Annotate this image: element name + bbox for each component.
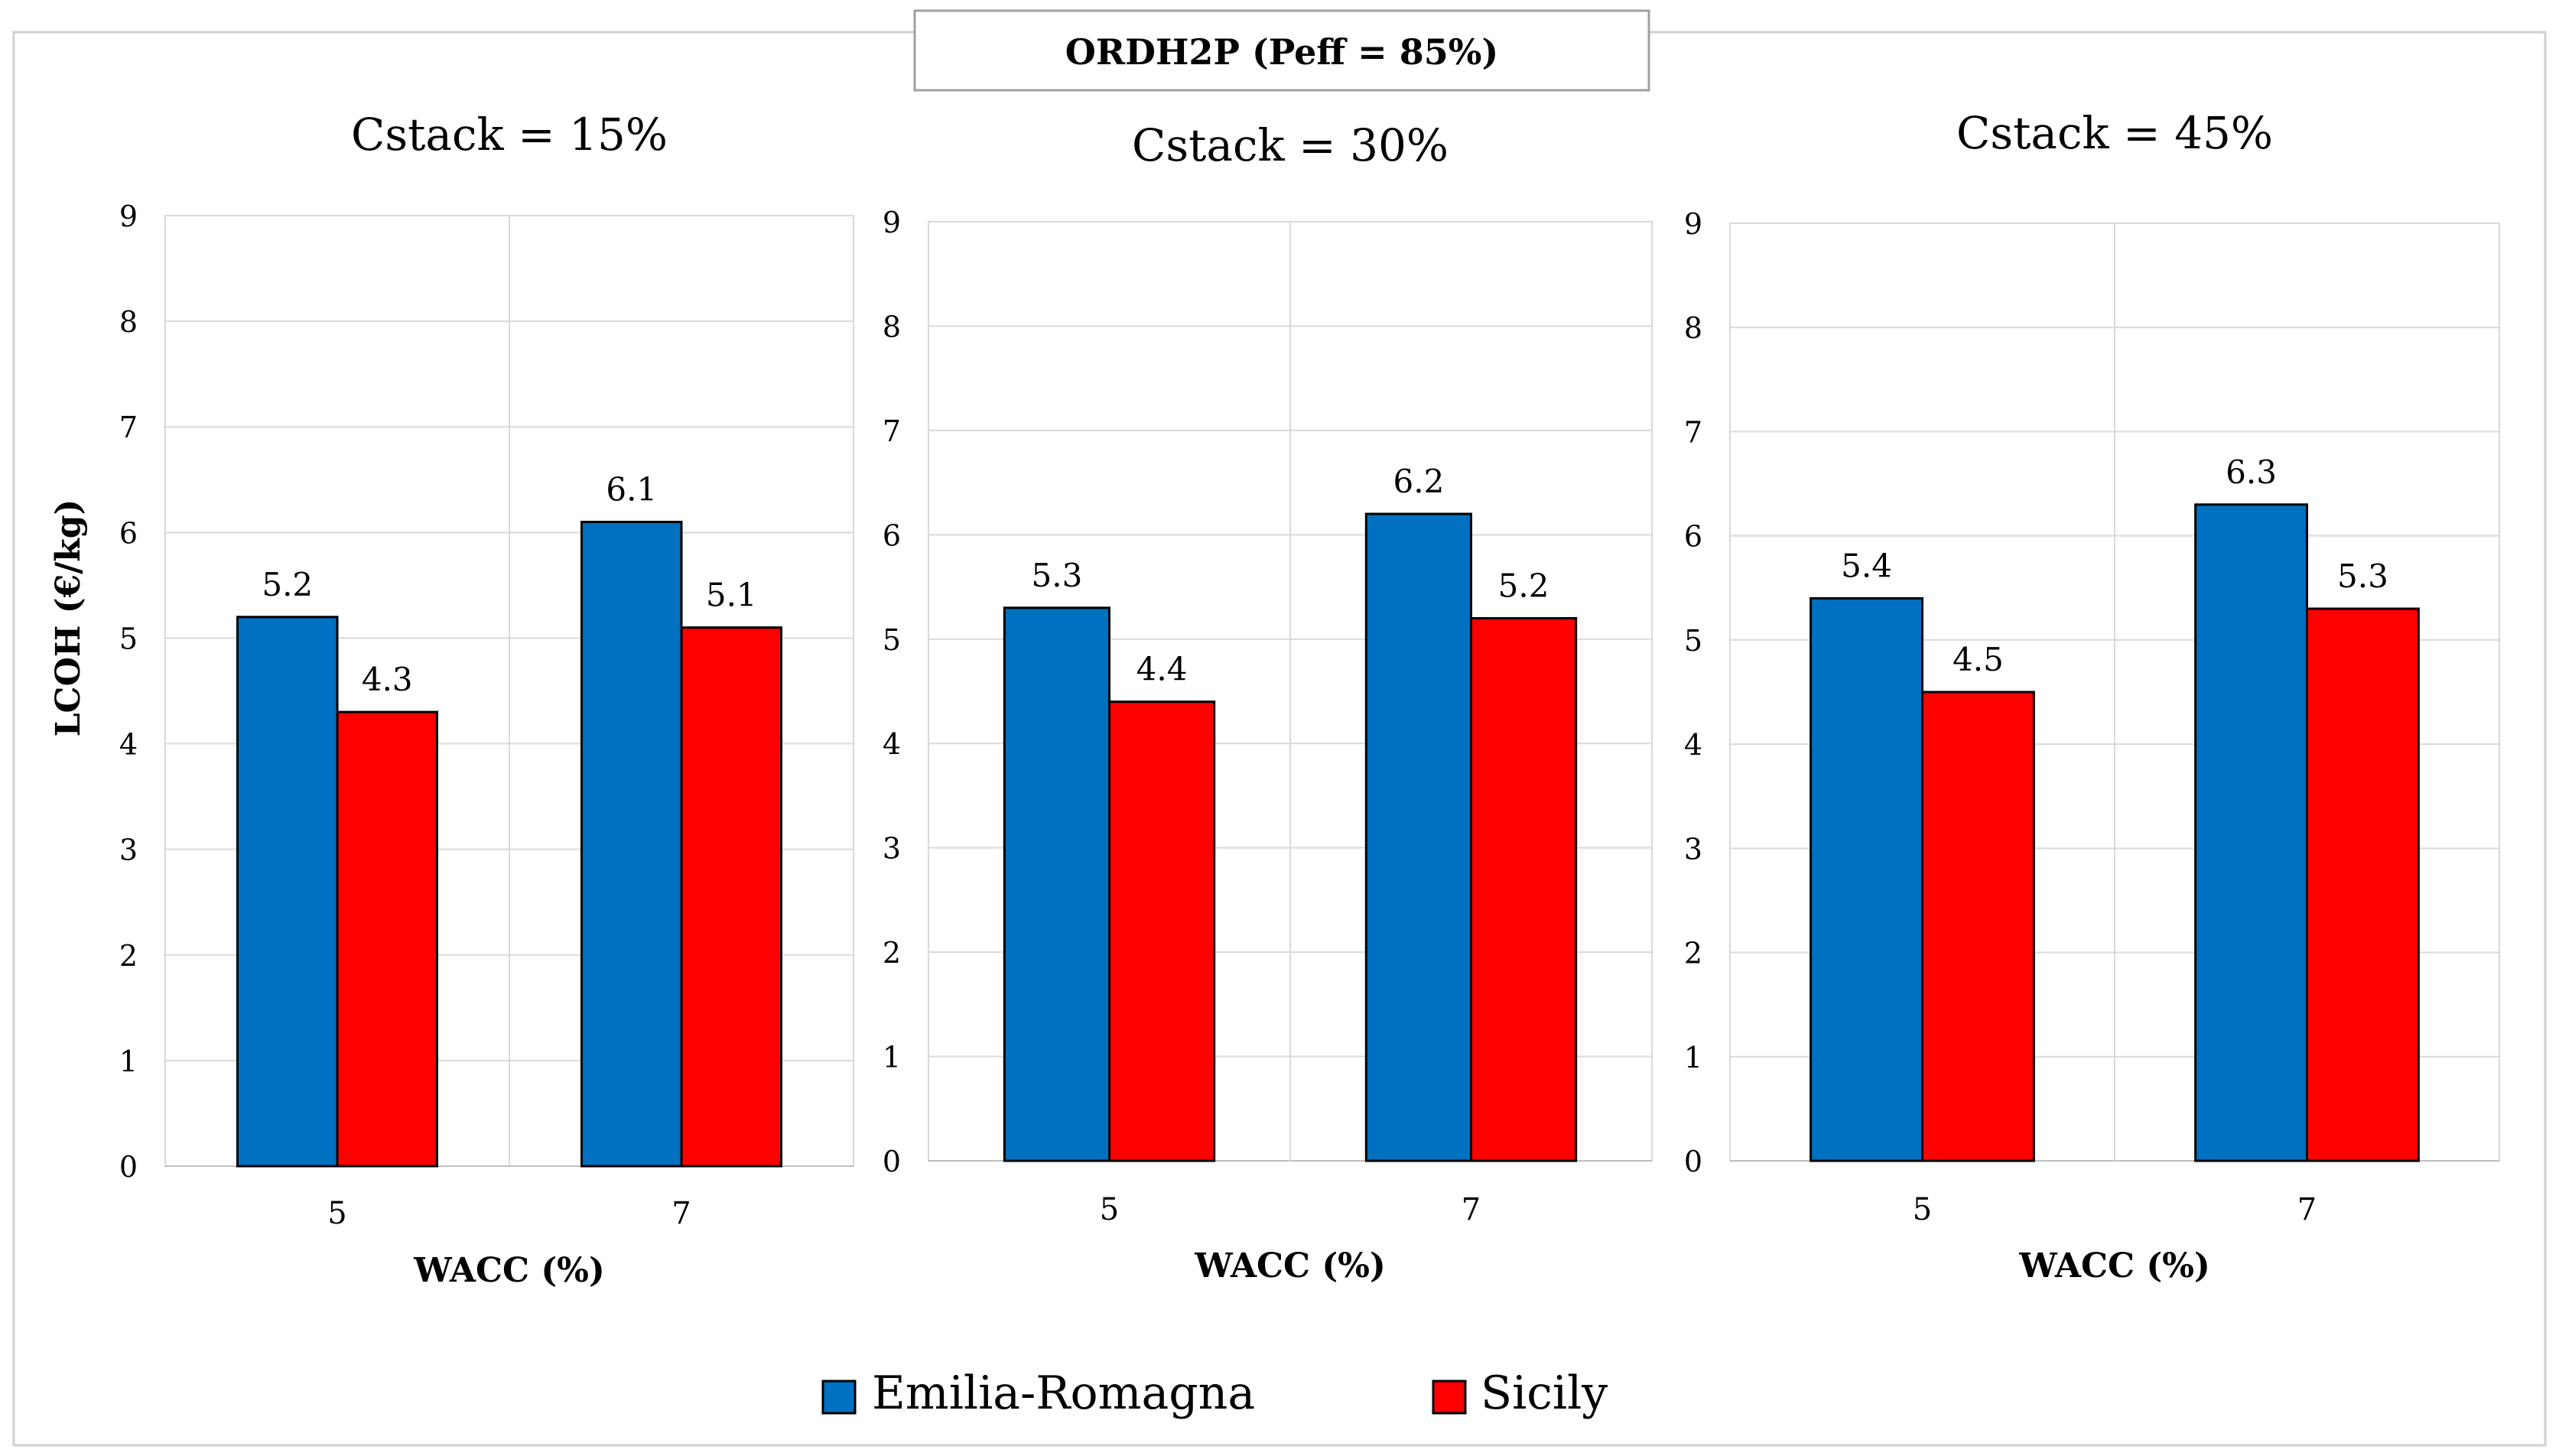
data-label: 4.5 bbox=[1953, 641, 2004, 678]
y-tick-label: 2 bbox=[1684, 937, 1702, 970]
data-label: 5.3 bbox=[1032, 557, 1083, 594]
y-tick-label: 7 bbox=[1684, 415, 1702, 449]
legend-swatch-emilia-romagna bbox=[821, 1380, 857, 1415]
legend-label: Sicily bbox=[1481, 1367, 1608, 1420]
bar-sicily bbox=[1470, 616, 1578, 1162]
data-label: 5.1 bbox=[706, 577, 757, 614]
y-tick-label: 9 bbox=[119, 200, 138, 233]
x-tick-label: 5 bbox=[327, 1196, 346, 1231]
data-label: 4.3 bbox=[362, 661, 413, 698]
chart-panel-2: Cstack = 30% 0 1 2 3 4 5 6 7 8 9 5.3 4.4 5 6.2 5.2 7 WACC… bbox=[883, 119, 1653, 1285]
legend-swatch-sicily bbox=[1432, 1380, 1467, 1415]
panel-title: Cstack = 30% bbox=[1132, 119, 1449, 171]
chart-panel-3: Cstack = 45% 0 1 2 3 4 5 6 7 8 9 5.4 4.5 5 6.3 5.3 7 WACC… bbox=[1684, 107, 2500, 1285]
bar-emilia-romagna bbox=[1810, 596, 1923, 1162]
y-tick-label: 7 bbox=[883, 414, 901, 448]
data-label: 6.3 bbox=[2226, 453, 2277, 491]
y-tick-label: 8 bbox=[1684, 311, 1702, 345]
bar-emilia-romagna bbox=[1003, 606, 1110, 1162]
title-box bbox=[913, 9, 1650, 92]
chart-title: ORDH2P (Peff = 85%) bbox=[1065, 31, 1498, 73]
bar-sicily bbox=[1108, 700, 1216, 1162]
x-tick-label: 7 bbox=[2297, 1192, 2317, 1227]
bar-sicily bbox=[680, 626, 782, 1168]
panel-title: Cstack = 45% bbox=[1956, 107, 2273, 159]
bar-sicily bbox=[2306, 607, 2420, 1162]
bar-emilia-romagna bbox=[580, 521, 683, 1168]
y-tick-label: 9 bbox=[883, 206, 901, 239]
y-tick-label: 7 bbox=[119, 411, 138, 444]
y-tick-label: 2 bbox=[119, 939, 138, 973]
y-tick-label: 4 bbox=[883, 727, 901, 761]
x-axis-label: WACC (%) bbox=[1194, 1246, 1386, 1285]
bar-emilia-romagna bbox=[2194, 503, 2308, 1162]
y-tick-label: 0 bbox=[883, 1145, 901, 1178]
chart-panel-1: Cstack = 15% 0 1 2 3 4 5 6 7 8 9 5.2 4.3 5 6.1 5.1 7 WACC… bbox=[119, 109, 854, 1290]
bar-emilia-romagna bbox=[236, 616, 339, 1168]
y-axis-label: LCOH (€/kg) bbox=[49, 499, 88, 737]
y-tick-label: 4 bbox=[119, 728, 138, 762]
y-tick-label: 3 bbox=[119, 834, 138, 867]
x-axis-label: WACC (%) bbox=[2018, 1246, 2210, 1285]
y-tick-label: 2 bbox=[883, 936, 901, 970]
data-label: 5.2 bbox=[1498, 567, 1549, 604]
legend: Emilia-Romagna Sicily bbox=[821, 1367, 1608, 1420]
bar-sicily bbox=[1921, 691, 2035, 1162]
x-tick-label: 7 bbox=[1462, 1192, 1481, 1227]
y-tick-label: 0 bbox=[1684, 1145, 1702, 1178]
y-tick-label: 4 bbox=[1684, 728, 1702, 762]
y-tick-label: 3 bbox=[883, 832, 901, 866]
y-tick-label: 3 bbox=[1684, 832, 1702, 866]
x-axis-label: WACC (%) bbox=[413, 1251, 605, 1290]
data-label: 5.3 bbox=[2337, 557, 2388, 595]
x-tick-label: 7 bbox=[671, 1196, 691, 1231]
y-tick-label: 8 bbox=[883, 310, 901, 343]
y-tick-label: 6 bbox=[119, 516, 138, 550]
bar-sicily bbox=[336, 710, 438, 1168]
y-tick-label: 8 bbox=[119, 305, 138, 339]
data-label: 6.1 bbox=[606, 471, 657, 509]
y-tick-label: 5 bbox=[883, 623, 901, 657]
x-tick-label: 5 bbox=[1913, 1192, 1932, 1227]
data-label: 4.4 bbox=[1136, 651, 1188, 688]
panel-title: Cstack = 15% bbox=[351, 109, 668, 161]
chart-panels: Cstack = 15% 0 1 2 3 4 5 6 7 8 9 5.2 4.3 5 6.1 5.1 7 WACC… bbox=[119, 107, 2500, 1290]
y-tick-label: 5 bbox=[1684, 624, 1702, 658]
x-tick-label: 5 bbox=[1100, 1192, 1119, 1227]
legend-label: Emilia-Romagna bbox=[872, 1367, 1255, 1420]
y-tick-label: 1 bbox=[119, 1045, 138, 1078]
y-tick-label: 1 bbox=[1684, 1041, 1702, 1074]
y-tick-label: 9 bbox=[1684, 207, 1702, 241]
y-tick-label: 1 bbox=[883, 1041, 901, 1074]
y-tick-label: 5 bbox=[119, 622, 138, 655]
data-label: 5.2 bbox=[262, 566, 313, 603]
data-label: 6.2 bbox=[1393, 463, 1445, 500]
y-tick-label: 6 bbox=[1684, 520, 1702, 554]
y-tick-label: 6 bbox=[883, 518, 901, 552]
bar-emilia-romagna bbox=[1364, 512, 1472, 1162]
y-tick-label: 0 bbox=[119, 1150, 138, 1184]
data-label: 5.4 bbox=[1841, 547, 1892, 584]
